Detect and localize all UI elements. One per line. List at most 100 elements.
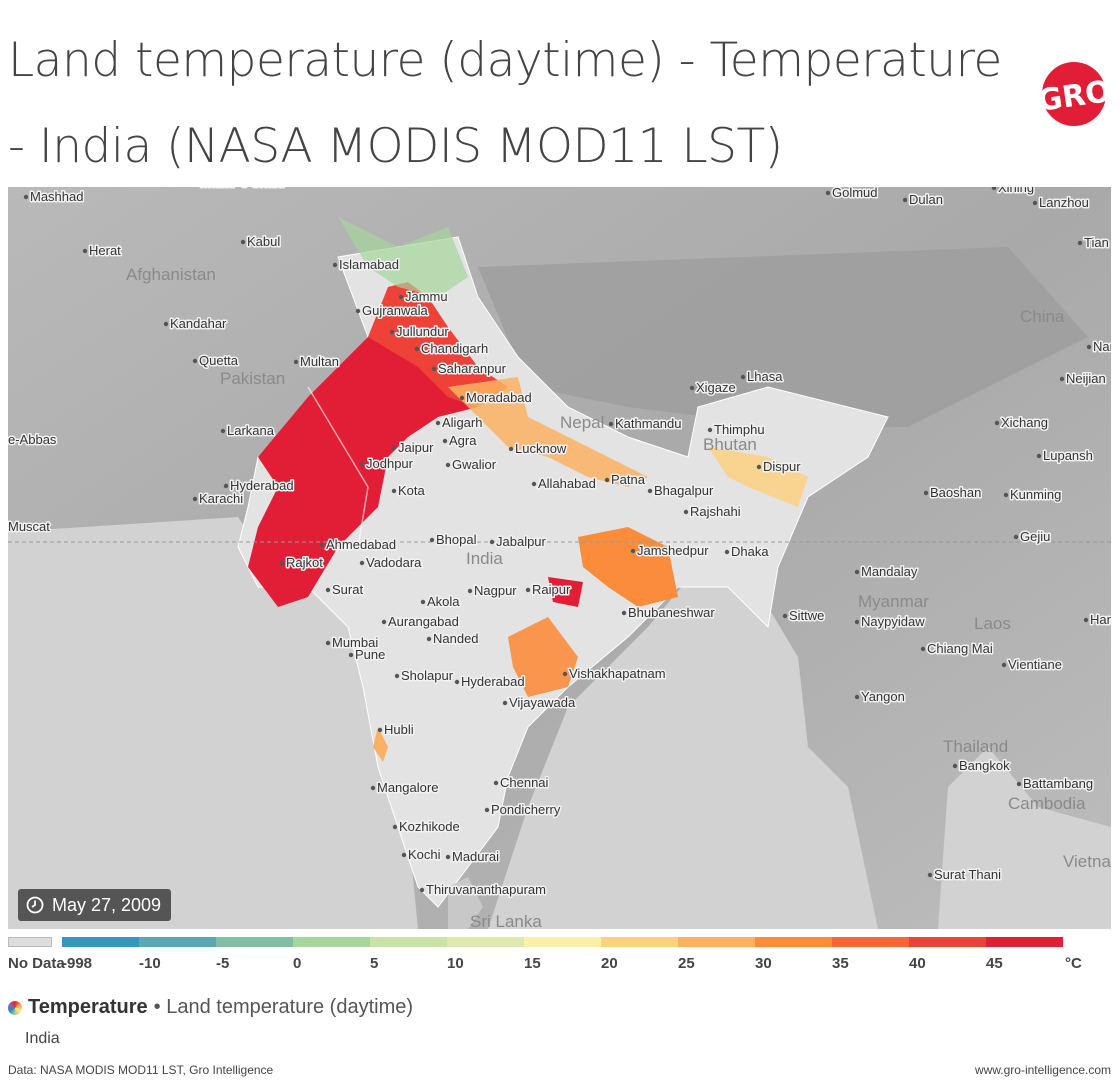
city-label: Vientiane [1008,657,1062,672]
city-marker [391,445,397,451]
legend-tick-label: 25 [678,955,695,972]
city-marker [1001,662,1007,668]
city-label: Raipur [532,582,571,597]
legend-swatch [447,937,524,947]
legend-swatch [755,937,832,947]
city-label: Rajshahi [690,504,741,519]
city-marker [689,385,695,391]
temperature-region-45 [248,327,478,607]
city-label: Battambang [1023,776,1093,791]
city-label: Mumbai [332,635,378,650]
map-panel[interactable]: Afghanistan Pakistan Nepal Bhutan India China… [8,187,1111,929]
city-label: Xichang [1001,415,1048,430]
city-marker [445,854,451,860]
city-marker [220,428,226,434]
city-label: Ahmedabad [326,537,396,552]
city-label: Muscat [8,519,50,534]
website-link[interactable]: www.gro-intelligence.com [974,1063,1111,1077]
city-marker [1086,344,1092,350]
country-label: Vietnam [1063,852,1111,871]
city-label: Kathmandu [615,416,682,431]
city-marker [394,673,400,679]
arabian-sea [8,517,418,929]
city-label: Nanded [433,631,479,646]
legend-swatch [601,937,678,947]
city-marker [459,395,465,401]
city-marker [991,187,997,191]
city-label: Hubli [384,722,414,737]
legend-tick-label: 15 [524,955,541,972]
color-legend: No Data -998 -10 -5 0 5 10 15 20 25 30 35 40 45 °C [8,937,1111,993]
city-marker [279,560,285,566]
city-label: Vadodara [366,555,422,570]
city-marker [420,599,426,605]
city-label: Saharanpur [438,361,507,376]
source-label: Data: NASA MODIS MOD11 LST, Gro Intellig… [8,1063,274,1077]
date-badge: May 27, 2009 [18,889,172,921]
city-label: Agra [449,433,477,448]
country-label: China [1020,307,1065,326]
city-marker [854,569,860,575]
gulf-of-thailand [938,747,1111,929]
city-label: Herat [89,243,121,258]
city-marker [23,194,29,200]
city-label: Nan [1093,339,1111,354]
city-marker [426,636,432,642]
city-label: Chiang Mai [927,641,993,656]
city-marker [332,262,338,268]
city-marker [392,824,398,830]
city-label: Pondicherry [491,802,561,817]
legend-swatch [370,937,447,947]
city-label: Neijian [1066,371,1106,386]
city-marker [348,652,354,658]
gro-logo: GRO [1040,62,1108,126]
city-label: Mazar-e Sharif [200,187,286,190]
city-label: Karachi [199,491,243,506]
city-label: Moradabad [466,390,532,405]
city-label: Sittwe [789,608,824,623]
country-label: Myanmar [858,592,929,611]
city-label: e-Abbas [8,432,57,447]
city-marker [381,619,387,625]
city-marker [325,640,331,646]
country-label: Nepal [560,413,604,432]
city-label: Bhagalpur [654,483,714,498]
city-marker [902,197,908,203]
city-marker [377,727,383,733]
city-label: Kabul [247,234,280,249]
city-label: Mandalay [861,564,918,579]
city-marker [502,700,508,706]
city-label: Dispur [763,459,801,474]
city-label: Lucknow [515,441,567,456]
city-label: Rajkot [286,555,323,570]
city-marker [1013,534,1019,540]
city-marker [489,539,495,545]
city-marker [192,358,198,364]
city-marker [782,613,788,619]
city-marker [435,420,441,426]
city-label: Xining [998,187,1034,195]
legend-swatch [678,937,755,947]
series-label: Temperature • Land temperature (daytime) [8,996,413,1019]
city-marker [647,488,653,494]
city-marker [604,477,610,483]
temperature-region-30 [578,527,678,607]
city-marker [419,887,425,893]
city-marker [920,646,926,652]
city-marker [854,619,860,625]
city-marker [683,509,689,515]
series-color-icon [8,1000,22,1015]
city-marker [359,461,365,467]
legend-tick-label: 5 [370,955,379,972]
city-label: Jamshedpur [637,543,709,558]
country-label: Bhutan [703,435,757,454]
city-marker [370,785,376,791]
city-label: Thiruvananthapuram [426,882,546,897]
city-label: Thimphu [714,422,765,437]
map-canvas[interactable]: Afghanistan Pakistan Nepal Bhutan India China… [8,187,1111,929]
city-label: Chennai [500,775,549,790]
city-label: Madurai [452,849,499,864]
city-marker [325,587,331,593]
city-marker [484,807,490,813]
city-label: Quetta [199,353,239,368]
